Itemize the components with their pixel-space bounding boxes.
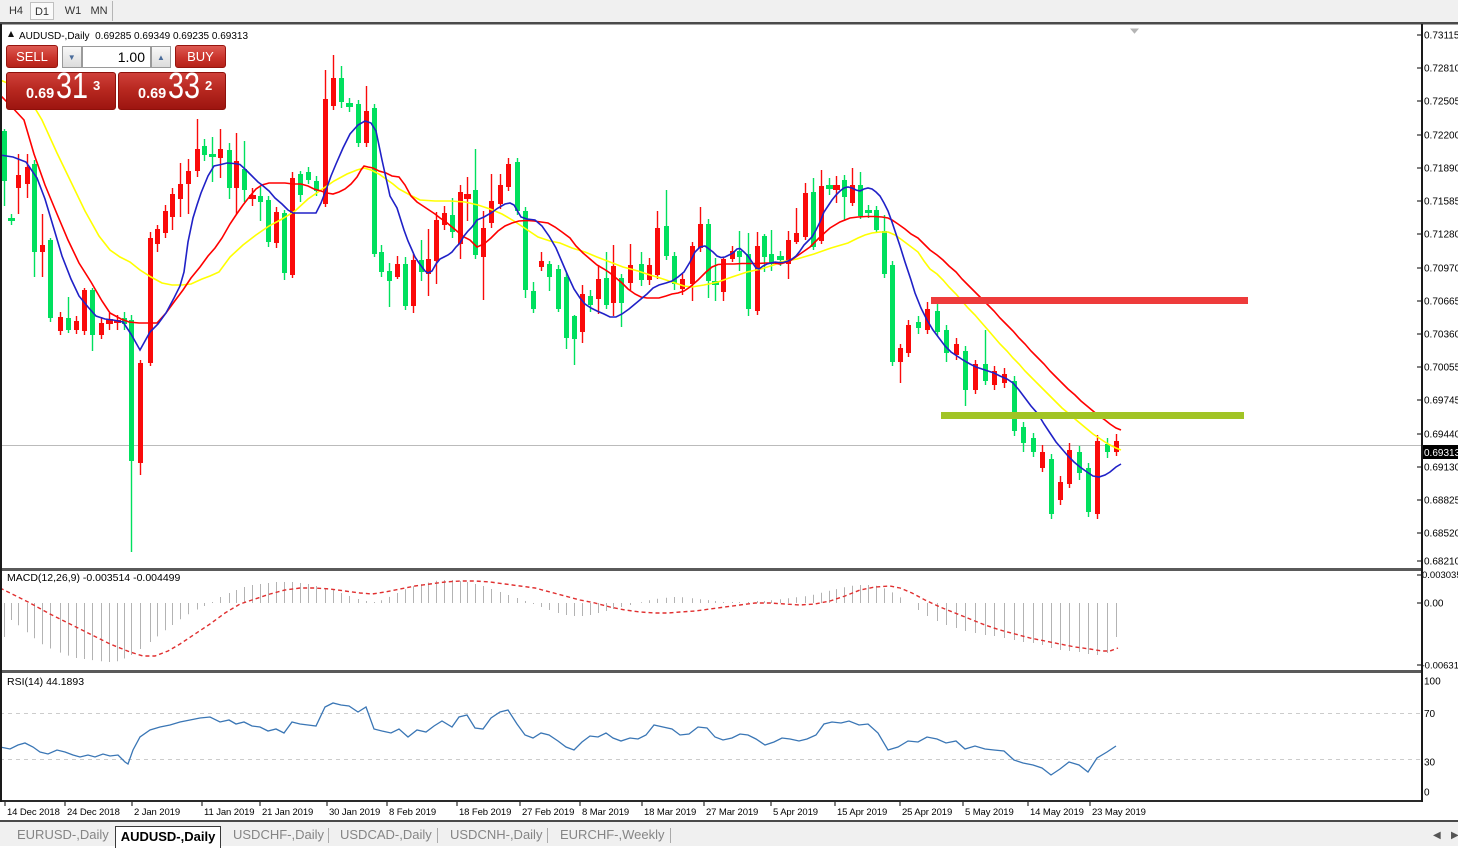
svg-text:100: 100	[1424, 677, 1441, 688]
svg-text:30 Jan 2019: 30 Jan 2019	[329, 807, 380, 818]
svg-text:27 Feb 2019: 27 Feb 2019	[522, 807, 574, 818]
svg-text:AUDUSD-,Daily 0.69285 0.69349: AUDUSD-,Daily 0.69285 0.69349 0.69235 0.…	[19, 31, 248, 42]
svg-text:0.69313: 0.69313	[1424, 448, 1458, 459]
svg-text:18 Mar 2019: 18 Mar 2019	[644, 807, 696, 818]
svg-text:8 Mar 2019: 8 Mar 2019	[582, 807, 629, 818]
svg-text:0.00: 0.00	[1424, 599, 1444, 610]
svg-text:RSI(14) 44.1893: RSI(14) 44.1893	[7, 676, 84, 688]
svg-text:8 Feb 2019: 8 Feb 2019	[389, 807, 436, 818]
svg-text:21 Jan 2019: 21 Jan 2019	[262, 807, 313, 818]
svg-text:0.003035: 0.003035	[1422, 570, 1458, 581]
svg-text:18 Feb 2019: 18 Feb 2019	[459, 807, 511, 818]
svg-text:14 May 2019: 14 May 2019	[1030, 807, 1084, 818]
svg-text:11 Jan 2019: 11 Jan 2019	[204, 807, 255, 818]
svg-text:5 May 2019: 5 May 2019	[965, 807, 1014, 818]
svg-text:25 Apr 2019: 25 Apr 2019	[902, 807, 952, 818]
svg-text:0.70970: 0.70970	[1424, 264, 1458, 275]
svg-text:MACD(12,26,9) -0.003514 -0.004: MACD(12,26,9) -0.003514 -0.004499	[7, 572, 181, 584]
svg-text:0.72200: 0.72200	[1424, 131, 1458, 142]
svg-text:0: 0	[1424, 788, 1430, 799]
svg-text:0.69440: 0.69440	[1424, 430, 1458, 441]
svg-text:0.73115: 0.73115	[1424, 31, 1458, 42]
svg-text:23 May 2019: 23 May 2019	[1092, 807, 1146, 818]
svg-text:0.71280: 0.71280	[1424, 230, 1458, 241]
svg-text:0.71890: 0.71890	[1424, 164, 1458, 175]
svg-text:0.68210: 0.68210	[1424, 557, 1458, 568]
svg-text:70: 70	[1424, 709, 1436, 720]
svg-text:0.72505: 0.72505	[1424, 97, 1458, 108]
svg-text:24 Dec 2018: 24 Dec 2018	[67, 807, 120, 818]
svg-text:27 Mar 2019: 27 Mar 2019	[706, 807, 758, 818]
svg-text:0.68825: 0.68825	[1424, 496, 1458, 507]
svg-text:30: 30	[1424, 758, 1436, 769]
svg-text:5 Apr 2019: 5 Apr 2019	[773, 807, 818, 818]
svg-text:0.72810: 0.72810	[1424, 64, 1458, 75]
svg-text:15 Apr 2019: 15 Apr 2019	[837, 807, 887, 818]
svg-text:-0.00631: -0.00631	[1422, 661, 1458, 672]
svg-text:0.69745: 0.69745	[1424, 396, 1458, 407]
svg-text:0.70360: 0.70360	[1424, 330, 1458, 341]
svg-text:14 Dec 2018: 14 Dec 2018	[7, 807, 60, 818]
svg-text:0.70055: 0.70055	[1424, 363, 1458, 374]
svg-text:2 Jan 2019: 2 Jan 2019	[134, 807, 180, 818]
svg-text:0.70665: 0.70665	[1424, 297, 1458, 308]
svg-text:0.69130: 0.69130	[1424, 463, 1458, 474]
svg-text:0.68520: 0.68520	[1424, 529, 1458, 540]
svg-text:0.71585: 0.71585	[1424, 197, 1458, 208]
